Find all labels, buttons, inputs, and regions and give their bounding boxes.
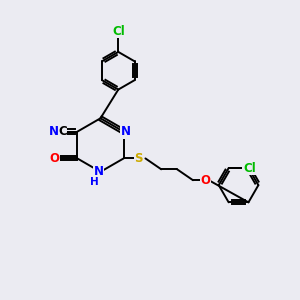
Text: N: N <box>94 165 103 178</box>
Text: Cl: Cl <box>112 25 125 38</box>
Text: H: H <box>90 177 99 187</box>
Text: O: O <box>201 174 211 187</box>
Text: O: O <box>50 152 59 165</box>
Text: S: S <box>134 152 143 165</box>
Text: C: C <box>58 125 67 138</box>
Text: Cl: Cl <box>243 161 256 175</box>
Text: N: N <box>49 125 58 138</box>
Text: N: N <box>121 125 130 138</box>
